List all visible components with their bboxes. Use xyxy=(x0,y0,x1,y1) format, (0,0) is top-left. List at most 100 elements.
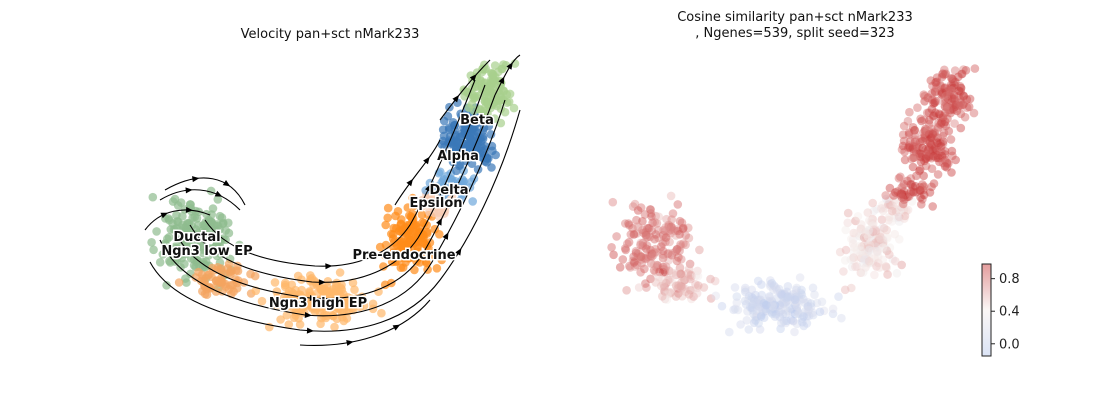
streamline-arrow xyxy=(506,62,513,70)
cosine-point xyxy=(943,103,953,113)
cosine-point xyxy=(928,81,937,91)
velocity-point xyxy=(484,154,493,163)
cosine-point xyxy=(847,283,856,293)
cosine-point xyxy=(644,223,654,233)
cosine-point xyxy=(897,189,906,199)
cosine-point xyxy=(757,310,766,320)
cosine-point xyxy=(940,117,950,126)
cosine-point xyxy=(778,309,788,319)
cosine-point xyxy=(899,195,909,204)
cosine-point xyxy=(828,304,838,314)
cosine-point xyxy=(914,143,923,152)
cosine-point xyxy=(858,268,868,277)
cosine-point xyxy=(651,267,660,277)
cosine-point xyxy=(897,145,907,154)
streamline-arrow xyxy=(185,187,193,194)
cosine-point xyxy=(834,292,843,302)
cosine-point xyxy=(797,314,807,323)
cosine-point xyxy=(925,188,935,197)
cosine-point xyxy=(857,220,866,229)
cosine-point xyxy=(654,212,664,222)
cosine-point xyxy=(781,318,791,328)
cosine-point xyxy=(876,234,885,243)
velocity-point xyxy=(489,100,498,109)
cosine-point xyxy=(757,290,766,300)
cosine-point xyxy=(930,131,939,140)
cosine-point xyxy=(795,273,805,282)
cosine-point xyxy=(921,161,931,171)
cosine-point xyxy=(876,232,885,242)
cosine-point xyxy=(894,212,904,222)
velocity-point xyxy=(418,238,428,247)
cosine-point xyxy=(951,155,960,165)
cosine-point xyxy=(801,306,810,316)
cosine-point xyxy=(752,312,761,322)
cosine-point xyxy=(674,289,683,298)
cosine-point xyxy=(950,119,959,128)
cosine-point xyxy=(910,153,919,162)
cosine-point xyxy=(684,264,694,274)
velocity-point xyxy=(233,266,243,276)
cosine-point xyxy=(751,312,760,322)
cosine-point xyxy=(668,209,678,218)
cosine-point xyxy=(646,205,655,214)
cosine-point xyxy=(955,101,964,110)
cosine-point xyxy=(632,260,642,270)
velocity-point xyxy=(187,247,196,256)
cosine-point xyxy=(910,125,920,135)
cosine-point xyxy=(865,258,874,268)
cosine-point xyxy=(747,285,757,295)
cosine-point xyxy=(891,188,900,197)
cosine-point xyxy=(766,281,775,291)
cosine-point xyxy=(678,224,688,234)
cosine-point xyxy=(865,233,875,242)
cosine-point xyxy=(878,206,888,216)
velocity-point xyxy=(207,210,216,219)
cosine-point xyxy=(646,245,655,255)
cosine-point xyxy=(843,208,853,218)
cosine-point xyxy=(771,309,781,319)
cosine-point xyxy=(660,282,669,292)
cosine-point xyxy=(802,311,812,321)
cosine-point xyxy=(694,281,703,290)
cosine-point xyxy=(774,301,784,311)
cosine-point xyxy=(754,319,763,328)
cosine-point xyxy=(676,269,685,279)
cosine-point xyxy=(904,128,914,137)
cosine-point xyxy=(679,274,689,283)
cosine-point xyxy=(652,262,661,272)
cosine-point xyxy=(671,281,681,290)
cosine-point xyxy=(835,247,845,257)
cosine-point xyxy=(642,283,651,292)
cosine-point xyxy=(891,207,901,217)
cluster-label: Ngn3 high EP xyxy=(269,296,367,311)
cosine-point xyxy=(930,87,940,96)
cosine-point xyxy=(664,220,673,230)
cosine-point xyxy=(643,232,652,242)
cosine-point xyxy=(784,307,793,316)
cosine-point xyxy=(803,307,812,317)
cosine-point xyxy=(940,162,950,171)
cosine-point xyxy=(959,99,968,109)
cosine-point xyxy=(865,240,875,250)
cosine-point xyxy=(942,102,952,112)
cosine-point xyxy=(943,94,953,104)
cosine-point xyxy=(637,259,646,268)
cosine-point xyxy=(906,187,916,196)
cosine-point xyxy=(915,165,925,174)
cosine-point xyxy=(768,302,778,311)
cosine-point xyxy=(647,212,656,221)
streamline-arrow xyxy=(432,199,439,208)
cosine-point xyxy=(775,288,785,298)
cosine-point xyxy=(806,302,816,311)
cosine-point xyxy=(923,126,932,136)
cosine-point xyxy=(770,304,780,314)
velocity-point xyxy=(203,244,213,254)
cosine-point xyxy=(885,183,895,193)
cosine-point xyxy=(677,278,686,287)
cosine-point xyxy=(631,246,641,256)
cosine-point xyxy=(658,238,667,248)
cosine-point xyxy=(918,180,927,189)
cosine-point xyxy=(675,263,685,273)
cosine-point xyxy=(909,188,918,197)
